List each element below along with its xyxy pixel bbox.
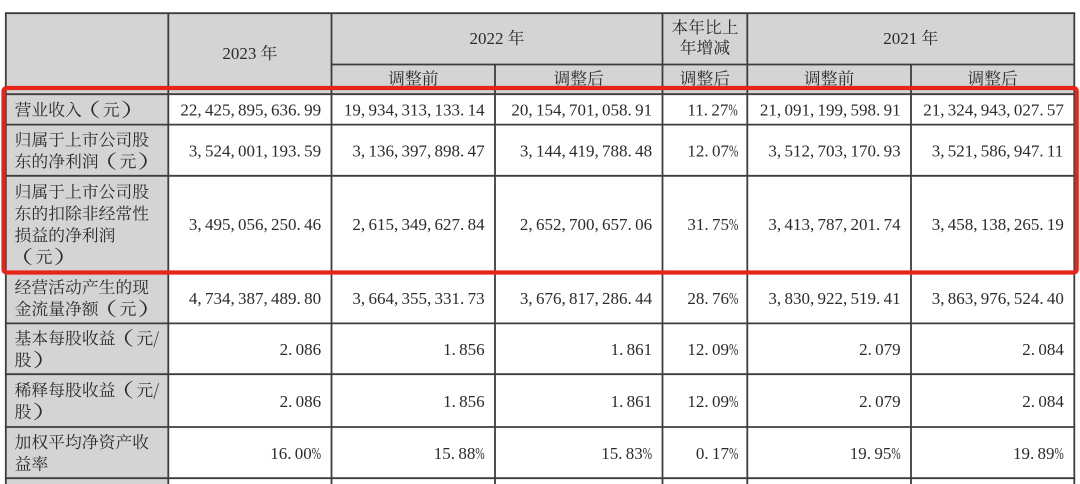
svg-text:2023: 2023	[222, 44, 256, 63]
svg-text:3,863,976,524.40: 3, 863, 976, 524. 40	[932, 289, 1064, 308]
svg-text:3,664,355,331.73: 3, 664, 355, 331. 73	[352, 289, 484, 308]
svg-text:15.88%: 15. 88%	[434, 444, 485, 463]
svg-text:3,524,001,193.59: 3, 524, 001, 193. 59	[189, 142, 321, 161]
svg-text:3,495,056,250.46: 3, 495, 056, 250. 46	[189, 215, 321, 234]
svg-text:2,615,349,627.84: 2, 615, 349, 627. 84	[352, 215, 485, 234]
svg-text:2.084: 2. 084	[1022, 392, 1064, 411]
svg-text:19.89%: 19. 89%	[1013, 444, 1064, 463]
svg-text:12.09%: 12. 09%	[687, 340, 738, 359]
svg-text:0.17%: 0. 17%	[696, 444, 738, 463]
svg-text:22,425,895,636.99: 22, 425, 895, 636. 99	[180, 101, 321, 120]
svg-text:21,324,943,027.57: 21, 324, 943, 027. 57	[923, 101, 1064, 120]
svg-text:1.856: 1. 856	[443, 392, 485, 411]
svg-text:2.084: 2. 084	[1022, 340, 1064, 359]
svg-text:31.75%: 31. 75%	[687, 215, 738, 234]
svg-text:1.856: 1. 856	[443, 340, 485, 359]
svg-text:2,652,700,657.06: 2, 652, 700, 657. 06	[520, 215, 652, 234]
svg-text:3,512,703,170.93: 3, 512, 703, 170. 93	[768, 142, 900, 161]
svg-text:15.83%: 15. 83%	[601, 444, 652, 463]
svg-text:19,934,313,133.14: 19, 934, 313, 133. 14	[344, 101, 485, 120]
svg-text:3,458,138,265.19: 3, 458, 138, 265. 19	[932, 215, 1064, 234]
svg-text:2.086: 2. 086	[280, 340, 322, 359]
svg-text:3,676,817,286.44: 3, 676, 817, 286. 44	[520, 289, 653, 308]
svg-text:19.95%: 19. 95%	[850, 444, 901, 463]
svg-text:12.09%: 12. 09%	[687, 392, 738, 411]
svg-text:3,144,419,788.48: 3, 144, 419, 788. 48	[520, 142, 652, 161]
svg-text:3,830,922,519.41: 3, 830, 922, 519. 41	[768, 289, 900, 308]
svg-text:4,734,387,489.80: 4, 734, 387, 489. 80	[189, 289, 321, 308]
svg-text:1.861: 1. 861	[611, 392, 653, 411]
svg-text:2.079: 2. 079	[859, 392, 901, 411]
svg-text:2021: 2021	[883, 29, 917, 48]
svg-text:16.00%: 16. 00%	[270, 444, 321, 463]
svg-text:21,091,199,598.91: 21, 091, 199, 598. 91	[760, 101, 901, 120]
svg-text:2.086: 2. 086	[280, 392, 322, 411]
svg-text:2022: 2022	[470, 29, 504, 48]
svg-text:12.07%: 12. 07%	[687, 142, 738, 161]
svg-text:2.079: 2. 079	[859, 340, 901, 359]
svg-text:3,521,586,947.11: 3, 521, 586, 947. 11	[932, 142, 1064, 161]
svg-text:11.27%: 11. 27%	[687, 101, 737, 120]
svg-text:20,154,701,058.91: 20, 154, 701, 058. 91	[511, 101, 652, 120]
svg-text:28.76%: 28. 76%	[687, 289, 738, 308]
svg-text:1.861: 1. 861	[611, 340, 653, 359]
svg-text:3,413,787,201.74: 3, 413, 787, 201. 74	[768, 215, 901, 234]
svg-text:3,136,397,898.47: 3, 136, 397, 898. 47	[352, 142, 485, 161]
